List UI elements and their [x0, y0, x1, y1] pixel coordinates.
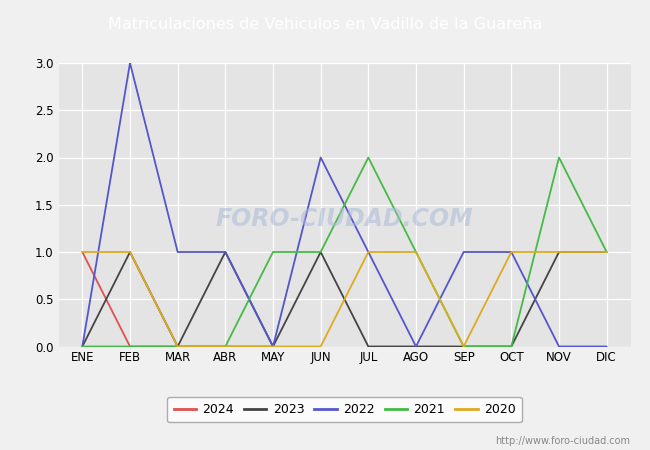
- 2021: [174, 344, 181, 349]
- 2021: [555, 155, 563, 160]
- 2022: [460, 249, 467, 255]
- 2021: [508, 344, 515, 349]
- 2021: [603, 249, 610, 255]
- Line: 2022: 2022: [83, 63, 606, 346]
- 2023: [555, 249, 563, 255]
- 2020: [460, 344, 467, 349]
- 2024: [174, 344, 181, 349]
- 2022: [603, 344, 610, 349]
- 2020: [603, 249, 610, 255]
- 2023: [412, 344, 420, 349]
- 2021: [412, 249, 420, 255]
- Legend: 2024, 2023, 2022, 2021, 2020: 2024, 2023, 2022, 2021, 2020: [167, 397, 522, 422]
- 2020: [317, 344, 324, 349]
- 2021: [126, 344, 134, 349]
- 2022: [79, 344, 86, 349]
- Line: 2020: 2020: [83, 252, 606, 346]
- 2023: [126, 249, 134, 255]
- 2022: [222, 249, 229, 255]
- 2020: [269, 344, 277, 349]
- 2021: [460, 344, 467, 349]
- 2021: [317, 249, 324, 255]
- 2021: [269, 249, 277, 255]
- 2022: [508, 249, 515, 255]
- Text: FORO-CIUDAD.COM: FORO-CIUDAD.COM: [216, 207, 473, 231]
- 2022: [126, 60, 134, 66]
- 2024: [269, 344, 277, 349]
- 2023: [269, 344, 277, 349]
- 2023: [508, 344, 515, 349]
- 2022: [317, 155, 324, 160]
- 2023: [603, 249, 610, 255]
- 2020: [508, 249, 515, 255]
- 2022: [269, 344, 277, 349]
- Line: 2024: 2024: [83, 252, 273, 346]
- 2022: [555, 344, 563, 349]
- 2020: [365, 249, 372, 255]
- Line: 2021: 2021: [83, 158, 606, 346]
- Text: Matriculaciones de Vehiculos en Vadillo de la Guareña: Matriculaciones de Vehiculos en Vadillo …: [108, 17, 542, 32]
- Line: 2023: 2023: [83, 252, 606, 346]
- Text: http://www.foro-ciudad.com: http://www.foro-ciudad.com: [495, 436, 630, 446]
- 2024: [126, 344, 134, 349]
- 2020: [79, 249, 86, 255]
- 2024: [79, 249, 86, 255]
- 2022: [365, 249, 372, 255]
- 2023: [365, 344, 372, 349]
- 2021: [222, 344, 229, 349]
- 2023: [460, 344, 467, 349]
- 2020: [412, 249, 420, 255]
- 2023: [317, 249, 324, 255]
- 2021: [79, 344, 86, 349]
- 2024: [222, 344, 229, 349]
- 2021: [365, 155, 372, 160]
- 2022: [174, 249, 181, 255]
- 2023: [174, 344, 181, 349]
- 2022: [412, 344, 420, 349]
- 2020: [555, 249, 563, 255]
- 2020: [174, 344, 181, 349]
- 2023: [79, 344, 86, 349]
- 2023: [222, 249, 229, 255]
- 2020: [222, 344, 229, 349]
- 2020: [126, 249, 134, 255]
